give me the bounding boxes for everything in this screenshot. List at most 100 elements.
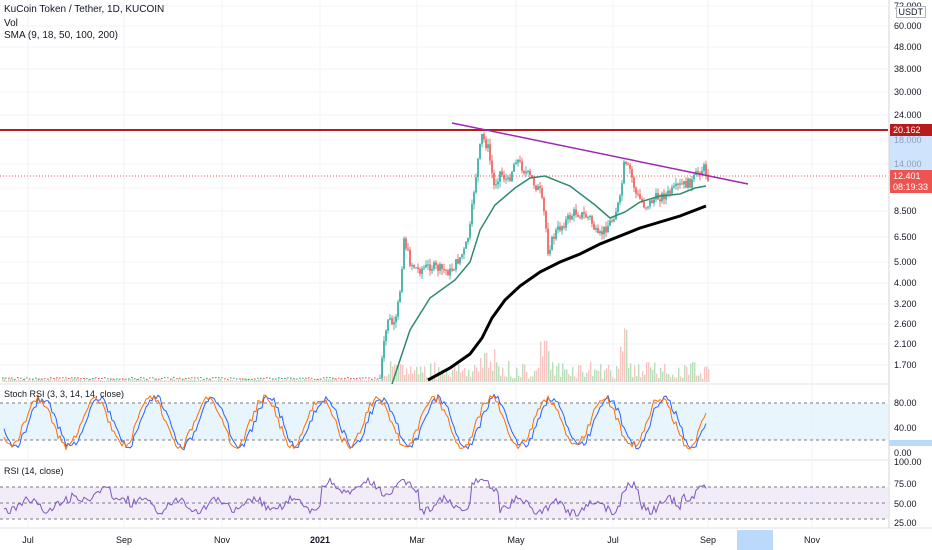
candle-body — [397, 302, 399, 317]
candle-body — [344, 377, 346, 379]
volume-bar — [60, 380, 62, 382]
candle-body — [95, 377, 97, 379]
volume-bar — [608, 364, 610, 382]
volume-bar — [104, 380, 106, 382]
candle-body — [477, 158, 479, 178]
price-tick-label: 48.000 — [894, 42, 922, 52]
candle-body — [218, 377, 220, 379]
volume-bar — [702, 378, 704, 382]
volume-bar — [646, 362, 648, 382]
volume-bar — [494, 349, 496, 382]
volume-bar — [650, 367, 652, 382]
volume-bar — [632, 377, 634, 382]
volume-bar — [484, 353, 486, 382]
candle-body — [65, 377, 67, 379]
volume-bar — [688, 374, 690, 382]
candle-body — [224, 378, 226, 380]
volume-bar — [254, 379, 256, 382]
volume-bar — [148, 379, 150, 382]
volume-legend[interactable]: Vol — [4, 18, 18, 29]
candle-body — [251, 378, 253, 380]
volume-bar — [540, 341, 542, 382]
candle-body — [567, 215, 569, 220]
volume-bar — [230, 379, 232, 382]
volume-bar — [40, 379, 42, 382]
candle-body — [617, 202, 619, 212]
volume-bar — [548, 351, 550, 382]
candle-body — [140, 377, 142, 379]
price-tick-label: 8.500 — [894, 206, 917, 216]
time-tick-label: Jul — [22, 535, 34, 545]
candle-body — [435, 262, 437, 265]
candle-body — [551, 236, 553, 250]
candle-body — [107, 378, 109, 380]
volume-bar — [550, 369, 552, 382]
volume-bar — [658, 377, 660, 382]
stoch-axis-highlight — [889, 440, 932, 446]
volume-bar — [506, 376, 508, 382]
volume-bar — [706, 366, 708, 382]
volume-bar — [640, 377, 642, 382]
volume-bar — [652, 369, 654, 382]
candle-body — [11, 377, 13, 379]
volume-bar — [346, 379, 348, 382]
volume-bar — [136, 378, 138, 382]
candle-body — [77, 377, 79, 379]
candle-body — [703, 164, 705, 171]
volume-bar — [526, 372, 528, 382]
volume-bar — [518, 375, 520, 382]
rsi-tick-label: 25.00 — [894, 518, 917, 528]
candle-body — [561, 226, 563, 231]
rsi-tick-label: 100.00 — [894, 457, 922, 467]
candle-body — [101, 377, 103, 379]
candle-body — [209, 378, 211, 380]
volume-bar — [394, 364, 396, 382]
candle-body — [128, 378, 130, 380]
volume-bar — [318, 379, 320, 382]
volume-bar — [70, 378, 72, 382]
volume-bar — [544, 340, 546, 382]
candle-body — [362, 377, 364, 379]
price-tick-label: 4.000 — [894, 278, 917, 288]
ma-legend[interactable]: SMA (9, 18, 50, 100, 200) — [4, 30, 118, 41]
candle-body — [8, 377, 10, 379]
volume-bar — [224, 380, 226, 382]
volume-bar — [262, 379, 264, 382]
volume-bar — [692, 361, 694, 382]
volume-bar — [628, 368, 630, 382]
candle-body — [691, 179, 693, 188]
volume-bar — [432, 378, 434, 382]
symbol-title[interactable]: KuCoin Token / Tether, 1D, KUCOIN — [4, 4, 165, 15]
volume-bar — [284, 380, 286, 382]
volume-bar — [474, 364, 476, 382]
volume-bar — [188, 380, 190, 382]
rsi-label[interactable]: RSI (14, close) — [4, 466, 64, 476]
candle-body — [50, 377, 52, 379]
candle-body — [487, 144, 489, 149]
volume-bar — [562, 363, 564, 382]
candle-body — [529, 170, 531, 176]
volume-bar — [332, 378, 334, 382]
currency-badge[interactable]: USDT — [895, 6, 926, 18]
volume-bar — [356, 378, 358, 382]
candle-body — [673, 185, 675, 188]
volume-bar — [596, 370, 598, 382]
volume-bar — [114, 379, 116, 382]
candle-body — [116, 378, 118, 380]
stoch-rsi-label[interactable]: Stoch RSI (3, 3, 14, 14, close) — [4, 389, 125, 399]
candle-body — [507, 177, 509, 179]
volume-bar — [320, 380, 322, 382]
volume-bar — [292, 379, 294, 382]
candle-body — [511, 171, 513, 181]
volume-bar — [528, 378, 530, 382]
volume-bar — [176, 380, 178, 382]
volume-bar — [672, 374, 674, 382]
volume-bar — [24, 378, 26, 382]
candle-body — [705, 164, 707, 175]
volume-bar — [162, 380, 164, 382]
time-tick-label: Mar — [409, 535, 425, 545]
volume-bar — [534, 370, 536, 382]
candle-body — [221, 377, 223, 379]
